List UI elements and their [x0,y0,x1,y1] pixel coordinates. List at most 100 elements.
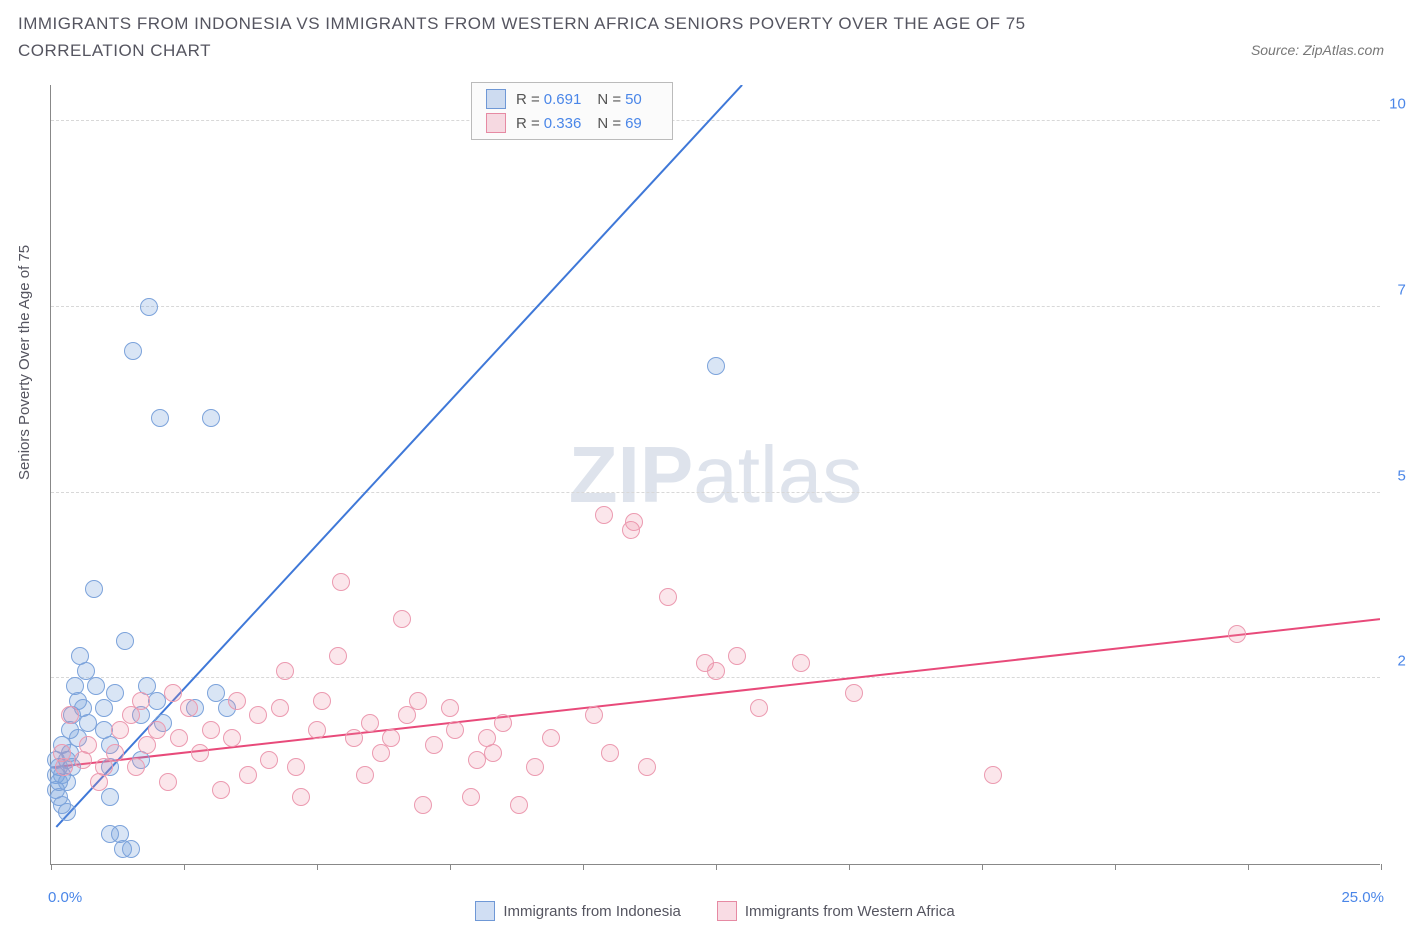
scatter-point [595,506,613,524]
watermark-atlas: atlas [693,430,862,519]
scatter-point [356,766,374,784]
chart-title: IMMIGRANTS FROM INDONESIA VS IMMIGRANTS … [18,10,1138,64]
y-axis-label: Seniors Poverty Over the Age of 75 [16,245,33,480]
x-tick [184,864,185,870]
scatter-point [292,788,310,806]
r-stat: R =0.336N =69 [516,115,658,132]
x-tick [51,864,52,870]
scatter-point [409,692,427,710]
y-tick-label: 100.0% [1389,96,1406,113]
scatter-point [122,706,140,724]
scatter-point [494,714,512,732]
scatter-point [191,744,209,762]
scatter-point [55,758,73,776]
scatter-point [659,588,677,606]
scatter-point [95,699,113,717]
x-tick [317,864,318,870]
scatter-point [585,706,603,724]
scatter-point [792,654,810,672]
gridline [51,492,1380,493]
scatter-point [446,721,464,739]
scatter-point [180,699,198,717]
scatter-point [138,736,156,754]
scatter-point [239,766,257,784]
scatter-point [425,736,443,754]
legend-label: Immigrants from Indonesia [503,903,681,920]
scatter-point [510,796,528,814]
scatter-point [441,699,459,717]
scatter-point [984,766,1002,784]
scatter-point [132,692,150,710]
y-tick-label: 75.0% [1397,281,1406,298]
source-caption: Source: ZipAtlas.com [1251,42,1384,58]
gridline [51,120,1380,121]
scatter-point [116,632,134,650]
scatter-point [625,513,643,531]
scatter-point [202,409,220,427]
scatter-point [750,699,768,717]
correlation-legend: R =0.691N =50 R =0.336N =69 [471,82,673,140]
scatter-point [127,758,145,776]
series-legend: Immigrants from Indonesia Immigrants fro… [50,898,1380,924]
scatter-point [845,684,863,702]
scatter-point [345,729,363,747]
scatter-point [124,342,142,360]
legend-item-western-africa: Immigrants from Western Africa [717,901,955,921]
watermark-zip: ZIP [569,430,693,519]
plot-area: ZIPatlas 25.0%50.0%75.0%100.0% R =0.691N… [50,85,1380,865]
scatter-point [122,840,140,858]
scatter-point [329,647,347,665]
scatter-point [111,721,129,739]
scatter-point [249,706,267,724]
scatter-point [287,758,305,776]
scatter-point [414,796,432,814]
scatter-point [212,781,230,799]
x-tick [1115,864,1116,870]
scatter-point [276,662,294,680]
scatter-point [707,662,725,680]
scatter-point [61,706,79,724]
scatter-point [1228,625,1246,643]
scatter-point [164,684,182,702]
scatter-point [707,357,725,375]
watermark: ZIPatlas [569,429,862,521]
square-icon [717,901,737,921]
scatter-point [202,721,220,739]
scatter-point [308,721,326,739]
legend-row-blue: R =0.691N =50 [486,89,658,109]
x-tick [849,864,850,870]
r-stat: R =0.691N =50 [516,91,658,108]
scatter-point [95,758,113,776]
scatter-point [85,580,103,598]
scatter-point [228,692,246,710]
scatter-point [101,788,119,806]
scatter-point [393,610,411,628]
square-icon [475,901,495,921]
scatter-point [526,758,544,776]
scatter-point [148,721,166,739]
x-tick [982,864,983,870]
scatter-point [398,706,416,724]
scatter-point [601,744,619,762]
scatter-point [638,758,656,776]
x-tick-label-start: 0.0% [48,889,82,906]
scatter-point [332,573,350,591]
y-tick-label: 25.0% [1397,653,1406,670]
gridline [51,306,1380,307]
scatter-point [87,677,105,695]
scatter-point [313,692,331,710]
square-icon [486,113,506,133]
x-tick [1248,864,1249,870]
scatter-point [382,729,400,747]
scatter-point [542,729,560,747]
scatter-point [223,729,241,747]
scatter-point [728,647,746,665]
scatter-point [106,744,124,762]
scatter-point [170,729,188,747]
scatter-point [140,298,158,316]
x-tick [450,864,451,870]
scatter-point [484,744,502,762]
scatter-point [58,803,76,821]
scatter-point [361,714,379,732]
x-tick [583,864,584,870]
